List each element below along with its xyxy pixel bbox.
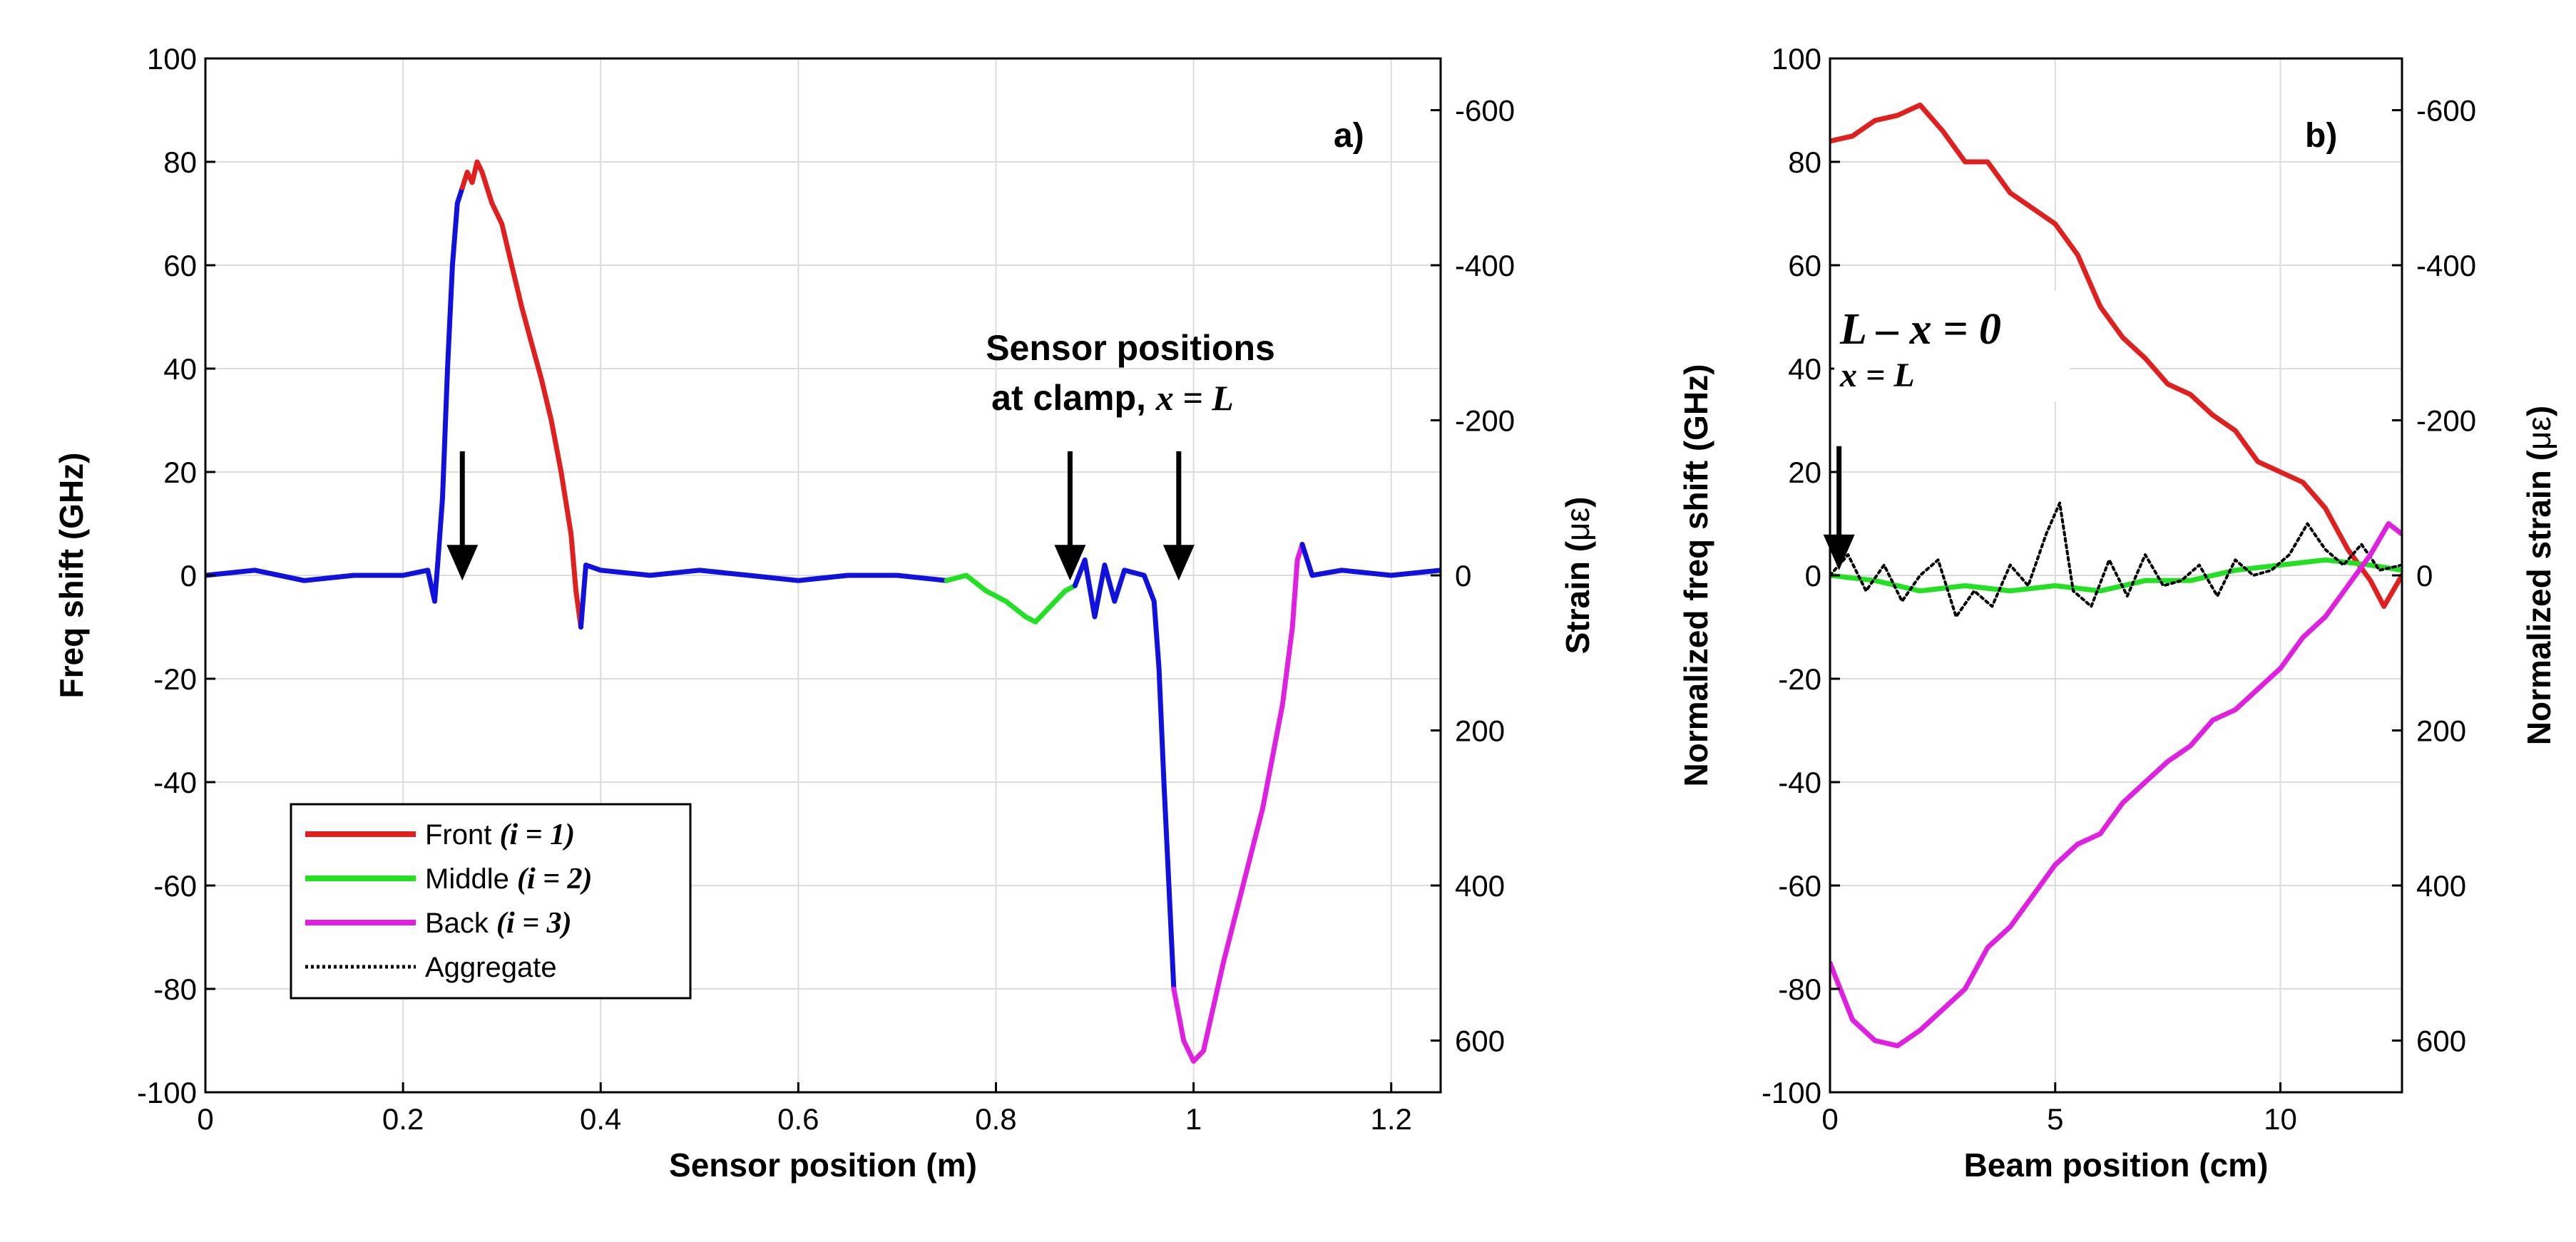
y-tick-label: -40 — [1778, 766, 1821, 799]
y-tick-label: -100 — [137, 1076, 197, 1109]
y-tick-label: -80 — [1778, 972, 1821, 1006]
y2-tick-label: 0 — [1455, 559, 1471, 592]
y2-tick-label: 600 — [1455, 1024, 1505, 1057]
x-tick-label: 1 — [1185, 1102, 1202, 1136]
panel-b: 0 5 10100806040200-20-40-60-80-100-600-400… — [1677, 42, 2557, 1184]
series-line-front — [1830, 102, 2402, 609]
annotation-line2-b: x = L — [1839, 356, 1915, 394]
series-line-baseline — [578, 563, 949, 630]
y-tick-label: 40 — [163, 352, 197, 386]
y2-label-suffix-a: ) — [1559, 497, 1596, 508]
y2-tick-label: 600 — [2416, 1024, 2466, 1057]
y2-tick-label: 200 — [1455, 714, 1505, 747]
x-tick-label: 5 — [2047, 1102, 2063, 1136]
panel-a: 0 0.2 0.4 0.6 0.8 1 1.2100806040200-20-40-60-8… — [53, 42, 1596, 1184]
x-tick-label: 0 — [197, 1102, 213, 1136]
y-tick-label: 80 — [1788, 145, 1821, 179]
series-line-back — [1171, 542, 1305, 1064]
y2-tick-label: 0 — [2416, 559, 2433, 592]
annotation-arrow-head — [1162, 545, 1195, 581]
annotation-arrow-head — [1823, 534, 1855, 570]
y2-tick-label: 200 — [2416, 714, 2466, 747]
y2-tick-label: 400 — [2416, 869, 2466, 903]
annotation-line1-a: Sensor positions — [986, 328, 1275, 368]
panel-label-b: b) — [2305, 117, 2337, 155]
y2-tick-label: -200 — [1455, 404, 1515, 438]
y-axis-label-a: Freq shift (GHz) — [53, 453, 90, 699]
series-line-front — [459, 159, 583, 630]
annotation-arrow-head — [446, 545, 479, 581]
annotation-a: Sensor positions at clamp, x = L — [446, 328, 1275, 581]
series-line-middle — [944, 573, 1078, 625]
y-tick-label: -80 — [153, 972, 197, 1006]
y2-axis-label-b: Normalized strain (με) — [2520, 406, 2557, 745]
series-line-baseline — [205, 185, 465, 604]
data-lines-a — [205, 159, 1441, 1064]
annotation-text-a: at clamp, — [991, 378, 1156, 418]
y-tick-label: -20 — [153, 662, 197, 696]
series-line-back — [1830, 521, 2402, 1049]
annotation-b: L – x = 0 x = L — [1823, 291, 2070, 570]
y-tick-label: 40 — [1788, 352, 1821, 386]
legend: Front (i = 1) Middle (i = 2) Back (i = 3) A… — [290, 803, 692, 1000]
y2-axis-label-a: Strain (με) — [1559, 497, 1596, 655]
x-tick-label: 0.2 — [382, 1102, 424, 1136]
y-tick-label: 100 — [147, 42, 197, 76]
x-axis-label-a: Sensor position (m) — [669, 1146, 977, 1184]
y2-label-suffix-b: ) — [2520, 406, 2557, 416]
annotation-arrow-b — [1823, 446, 1855, 570]
data-lines-b — [1830, 102, 2402, 1049]
series-line-aggregate — [1830, 501, 2402, 618]
y2-tick-label: 400 — [1455, 869, 1505, 903]
series-line-baseline — [1299, 542, 1441, 578]
legend-label-front: Front (i = 1) — [425, 818, 575, 851]
x-tick-label: 0.6 — [777, 1102, 819, 1136]
legend-label-aggregate: Aggregate — [425, 952, 557, 983]
x-tick-label: 0 — [1821, 1102, 1838, 1136]
y-tick-label: -20 — [1778, 662, 1821, 696]
legend-label-back: Back (i = 3) — [425, 907, 572, 940]
annotation-line1-b: L – x = 0 — [1839, 305, 2001, 354]
x-tick-label: 0.4 — [580, 1102, 621, 1136]
ticks-a: 0 0.2 0.4 0.6 0.8 1 1.2100806040200-20-40-60-8… — [137, 42, 1515, 1136]
y-tick-label: -60 — [153, 869, 197, 903]
y-tick-label: -100 — [1762, 1076, 1821, 1109]
y2-tick-label: -200 — [2416, 404, 2476, 438]
ticks-b: 0 5 10100806040200-20-40-60-80-100-600-400… — [1762, 42, 2476, 1136]
x-tick-label: 0.8 — [975, 1102, 1016, 1136]
x-tick-label: 10 — [2264, 1102, 2297, 1136]
y-tick-label: 0 — [180, 559, 197, 592]
y-tick-label: 100 — [1772, 42, 1821, 76]
annotation-math-a: x = L — [1155, 378, 1234, 418]
x-tick-label: 1.2 — [1371, 1102, 1412, 1136]
y2-tick-label: -400 — [1455, 249, 1515, 282]
annotation-line2-a: at clamp, x = L — [991, 378, 1234, 418]
y2-tick-label: -600 — [2416, 94, 2476, 128]
y-tick-label: -40 — [153, 766, 197, 799]
y-tick-label: 20 — [163, 456, 197, 489]
annotation-arrow-head — [1054, 545, 1086, 581]
y-tick-label: 0 — [1805, 559, 1821, 592]
y2-tick-label: -400 — [2416, 249, 2476, 282]
y2-tick-label: -600 — [1455, 94, 1515, 128]
x-axis-label-b: Beam position (cm) — [1964, 1146, 2269, 1184]
y-tick-label: 20 — [1788, 456, 1821, 489]
y-tick-label: 80 — [163, 145, 197, 179]
legend-label-middle: Middle (i = 2) — [425, 863, 593, 895]
y-axis-label-b: Normalized freq shift (GHz) — [1677, 364, 1714, 787]
y2-label-prefix-a: Strain ( — [1559, 540, 1596, 654]
y2-label-prefix-b: Normalized strain ( — [2520, 449, 2557, 745]
y-tick-label: 60 — [163, 249, 197, 282]
y-tick-label: 60 — [1788, 249, 1821, 282]
y2-label-unit-a: με — [1559, 508, 1596, 541]
y-tick-label: -60 — [1778, 869, 1821, 903]
panel-label-a: a) — [1334, 117, 1364, 155]
series-line-baseline — [1072, 557, 1177, 992]
annotation-arrows-a — [446, 451, 1195, 581]
annotation-background-b — [1834, 291, 2070, 401]
y2-label-unit-b: με — [2520, 416, 2557, 450]
